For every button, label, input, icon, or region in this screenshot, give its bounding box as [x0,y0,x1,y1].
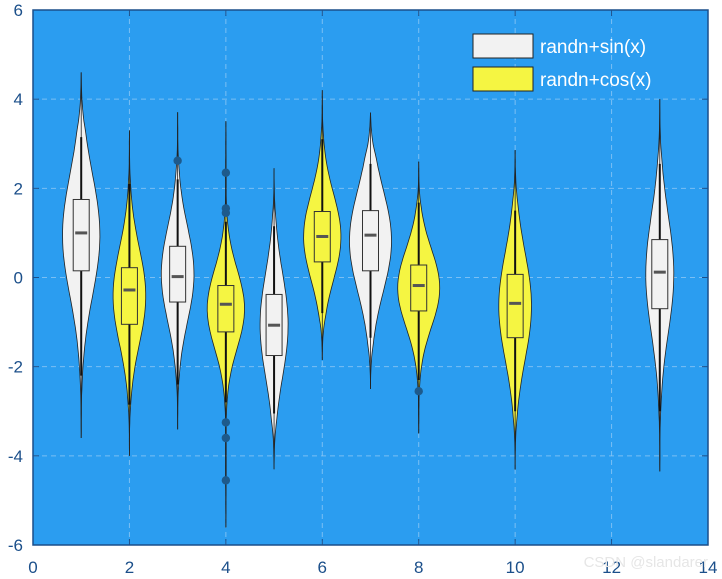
x-tick-label: 0 [28,558,37,577]
legend-swatch-0 [472,33,534,59]
axis-ticks: 0 2 4 6 8 10 12 14 -6 -4 -2 0 2 4 6 [8,1,718,577]
violin-outlier-3-4 [221,433,231,443]
violin-outlier-3-3 [221,418,231,427]
y-tick-label: 0 [14,269,23,288]
violin-outlier-3-0 [221,168,231,177]
violin-box-2 [169,245,187,303]
y-tick-label: 2 [14,179,23,198]
x-tick-label: 12 [602,558,621,577]
y-tick-label: 6 [14,1,23,20]
legend: randn+sin(x) randn+cos(x) [472,33,651,92]
violin-outlier-2-0 [173,156,182,165]
x-tick-label: 4 [221,558,230,577]
y-tick-label: 4 [14,90,23,109]
violin-box-1 [120,267,138,325]
violin-box-8 [506,273,524,339]
violin-outlier-7-0 [414,386,423,396]
violin-box-0 [72,198,90,272]
x-tick-label: 6 [318,558,327,577]
x-tick-label: 8 [414,558,423,577]
legend-label-0: randn+sin(x) [540,37,646,58]
violin-outlier-3-2 [221,208,231,218]
legend-label-1: randn+cos(x) [540,70,651,91]
y-tick-label: -6 [8,536,23,555]
violin-box-9 [651,239,669,310]
violin-box-3 [217,285,235,333]
x-tick-label: 10 [506,558,525,577]
y-tick-label: -4 [8,447,23,466]
legend-swatch-1 [472,66,534,92]
violin-box-7 [410,264,428,312]
x-tick-label: 14 [699,558,718,577]
x-tick-label: 2 [125,558,134,577]
violins-layer [62,72,675,528]
watermark: CSDN @slandarer [583,554,708,571]
y-tick-label: -2 [8,358,23,377]
violin-box-6 [362,210,379,272]
violin-outlier-3-5 [221,476,231,485]
